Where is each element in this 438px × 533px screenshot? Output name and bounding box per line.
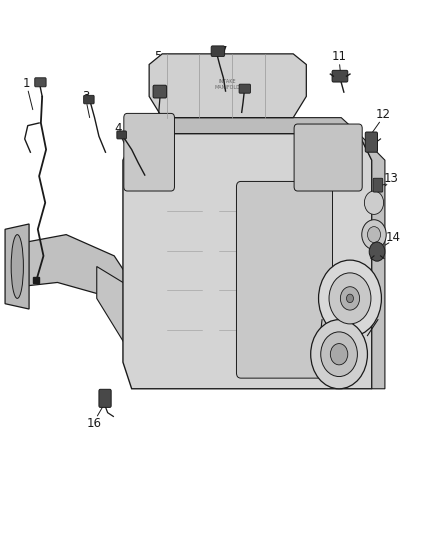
FancyBboxPatch shape <box>237 181 332 378</box>
Circle shape <box>369 242 385 261</box>
FancyBboxPatch shape <box>239 84 251 93</box>
Text: INTAKE
MANIFOLD: INTAKE MANIFOLD <box>215 79 240 90</box>
Text: 16: 16 <box>87 417 102 430</box>
FancyBboxPatch shape <box>373 178 383 192</box>
Text: 4: 4 <box>115 122 122 135</box>
Text: 3: 3 <box>82 90 89 103</box>
FancyBboxPatch shape <box>35 78 46 87</box>
Text: 1: 1 <box>23 77 31 90</box>
Circle shape <box>330 344 348 365</box>
Polygon shape <box>136 118 359 134</box>
Circle shape <box>311 320 367 389</box>
Circle shape <box>321 332 357 376</box>
Text: 8: 8 <box>235 85 242 98</box>
Polygon shape <box>359 134 385 389</box>
Text: 7: 7 <box>219 45 227 58</box>
FancyBboxPatch shape <box>84 95 94 104</box>
FancyBboxPatch shape <box>211 46 225 56</box>
FancyBboxPatch shape <box>365 132 378 152</box>
Circle shape <box>318 260 381 337</box>
Polygon shape <box>5 224 29 309</box>
Circle shape <box>329 273 371 324</box>
Text: 12: 12 <box>375 109 390 122</box>
Text: 13: 13 <box>384 172 399 185</box>
FancyBboxPatch shape <box>294 124 362 191</box>
Text: 5: 5 <box>154 50 162 63</box>
Circle shape <box>346 294 353 303</box>
Circle shape <box>362 220 386 249</box>
FancyBboxPatch shape <box>332 70 348 82</box>
Circle shape <box>367 227 381 243</box>
Ellipse shape <box>11 235 23 298</box>
FancyBboxPatch shape <box>117 131 127 139</box>
FancyBboxPatch shape <box>99 389 111 407</box>
Circle shape <box>364 191 384 214</box>
Polygon shape <box>10 235 132 298</box>
Polygon shape <box>149 54 306 118</box>
Text: 11: 11 <box>332 50 346 63</box>
FancyBboxPatch shape <box>124 114 174 191</box>
Polygon shape <box>97 266 166 383</box>
FancyBboxPatch shape <box>153 85 166 98</box>
Circle shape <box>340 287 360 310</box>
Text: 14: 14 <box>386 231 401 244</box>
Polygon shape <box>123 134 372 389</box>
